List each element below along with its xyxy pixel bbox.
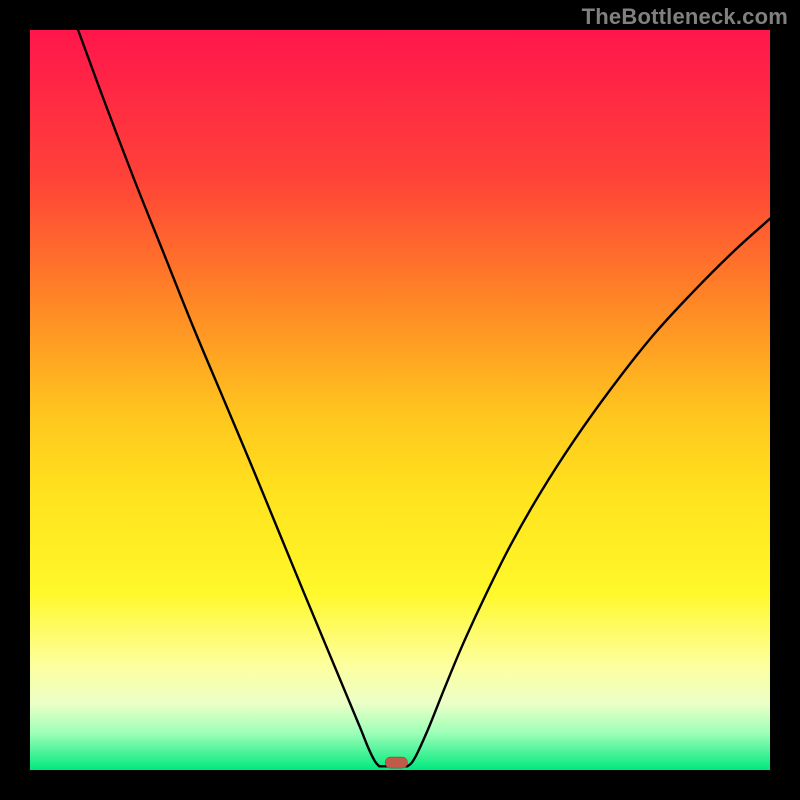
plot-area — [30, 30, 770, 770]
gradient-background — [30, 30, 770, 770]
chart-outer-frame: TheBottleneck.com — [0, 0, 800, 800]
watermark-text: TheBottleneck.com — [582, 4, 788, 30]
chart-svg — [30, 30, 770, 770]
optimal-marker — [385, 757, 407, 768]
